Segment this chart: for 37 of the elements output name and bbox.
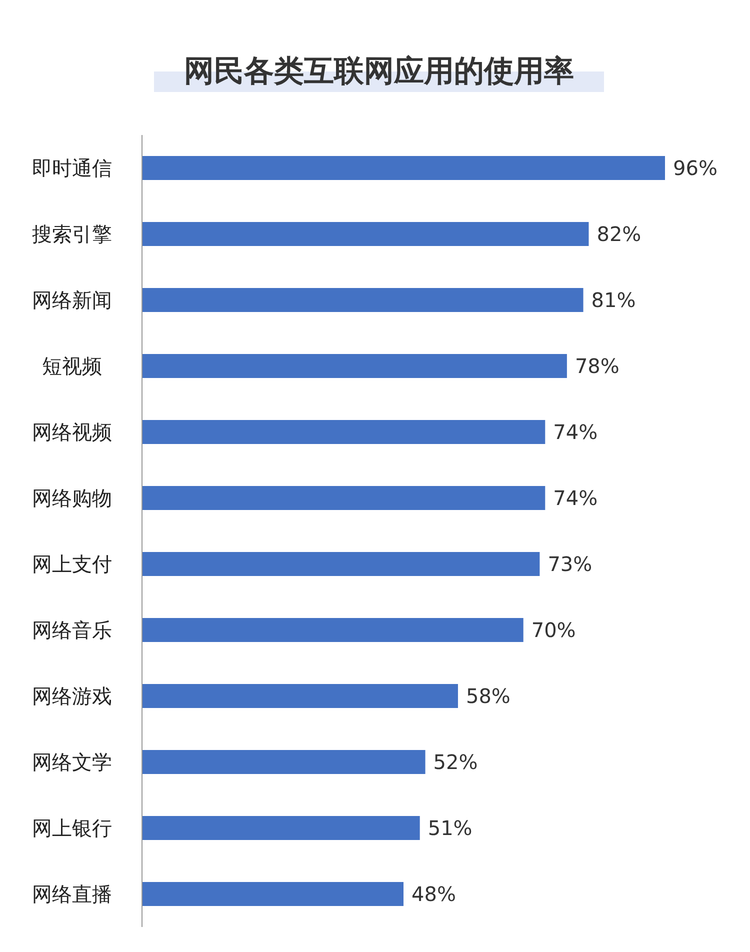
y-tick-label: 网络视频: [32, 420, 112, 444]
y-tick-label: 搜索引擎: [32, 222, 112, 246]
bar: [142, 882, 404, 906]
bar: [142, 354, 567, 378]
bar: [142, 750, 426, 774]
y-tick-label: 即时通信: [32, 156, 112, 180]
data-label: 74%: [553, 420, 598, 444]
bar: [142, 420, 546, 444]
y-tick-label: 网络新闻: [32, 288, 112, 312]
data-label: 48%: [412, 882, 456, 906]
y-tick-label: 网络直播: [32, 882, 112, 906]
y-tick-label: 网上支付: [32, 552, 112, 576]
bar: [142, 552, 540, 576]
bar: [142, 222, 589, 246]
data-label: 52%: [433, 750, 478, 774]
data-label: 70%: [531, 618, 576, 642]
bar: [142, 156, 665, 180]
y-tick-label: 网络文学: [32, 750, 112, 774]
bar: [142, 816, 420, 840]
y-tick-label: 网络购物: [32, 486, 112, 510]
y-tick-label: 网上银行: [32, 816, 112, 840]
y-tick-label: 短视频: [42, 354, 102, 378]
data-label: 73%: [548, 552, 592, 576]
data-label: 81%: [591, 288, 636, 312]
data-label: 78%: [574, 354, 620, 378]
y-tick-label: 网络游戏: [32, 684, 112, 708]
bar: [142, 288, 584, 312]
data-label: 82%: [596, 222, 642, 246]
data-label: 74%: [553, 486, 598, 510]
bar: [142, 486, 546, 510]
data-label: 58%: [466, 684, 510, 708]
bar: [142, 618, 524, 642]
y-tick-label: 网络音乐: [32, 618, 112, 642]
data-label: 51%: [428, 816, 472, 840]
chart-title: 网民各类互联网应用的使用率: [154, 51, 604, 92]
data-label: 96%: [673, 156, 718, 180]
bar: [142, 684, 458, 708]
